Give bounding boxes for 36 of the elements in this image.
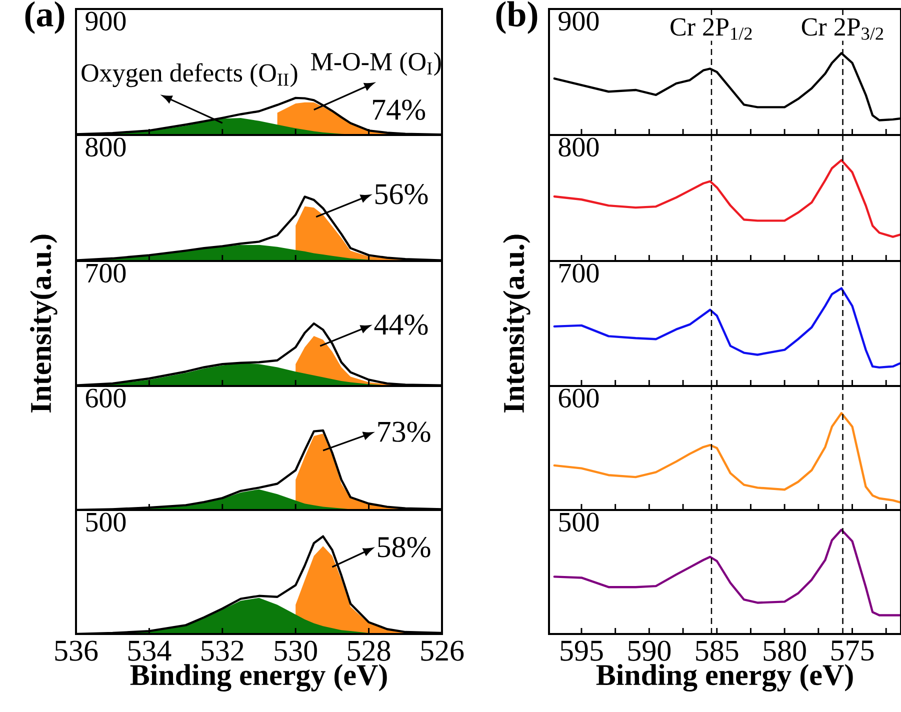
x-tick-label: 580	[764, 640, 806, 661]
chart-title: 900	[86, 12, 126, 31]
chart-title: 700	[86, 264, 126, 283]
text: (b)	[496, 1, 538, 34]
y-axis-title: Intensity(a.u.)	[502, 234, 530, 412]
text: Oxygen defects (O$_{II}$)	[82, 63, 298, 88]
annotation: 74%	[373, 100, 426, 120]
chart-title: 600	[86, 388, 126, 408]
x-tick-label: 532	[202, 640, 244, 661]
chart-title: 500	[559, 512, 599, 532]
x-axis-title: Binding energy (eV)	[596, 664, 853, 692]
annotation: 44%	[374, 314, 428, 335]
text: (a)	[25, 1, 64, 34]
annotation: 73%	[378, 422, 430, 442]
x-tick-label: 585	[696, 640, 738, 661]
chart-title: 900	[558, 12, 599, 31]
x-tick-label: 528	[348, 640, 390, 661]
x-tick-label: 534	[128, 640, 172, 661]
x-tick-label: 536	[55, 640, 98, 661]
x-axis-title: Binding energy (eV)	[130, 664, 387, 692]
text: M-O-M (O$_{I}$)	[311, 52, 441, 76]
chart-title: 800	[86, 138, 126, 157]
x-tick-label: 530	[274, 640, 317, 661]
ref-line-label: Cr 2P$_{1/2}$	[670, 18, 752, 40]
chart-title: 800	[558, 138, 599, 157]
ref-line-label: Cr 2P$_{3/2}$	[802, 18, 884, 40]
annotation: 58%	[378, 537, 430, 558]
annotation: 56%	[375, 184, 428, 204]
y-axis-title: Intensity(a.u.)	[30, 234, 58, 412]
chart-title: 500	[86, 512, 126, 532]
chart-title: 600	[558, 388, 599, 408]
x-tick-label: 595	[560, 640, 603, 661]
chart-title: 700	[560, 264, 599, 283]
x-tick-label: 590	[628, 640, 671, 661]
x-tick-label: 575	[831, 640, 874, 661]
x-tick-label: 526	[421, 640, 464, 661]
